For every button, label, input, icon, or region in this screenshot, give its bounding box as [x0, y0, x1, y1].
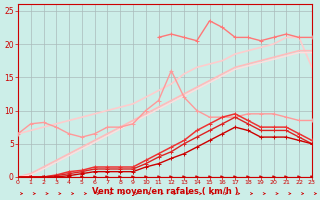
X-axis label: Vent moyen/en rafales ( km/h ): Vent moyen/en rafales ( km/h ) [92, 187, 238, 196]
